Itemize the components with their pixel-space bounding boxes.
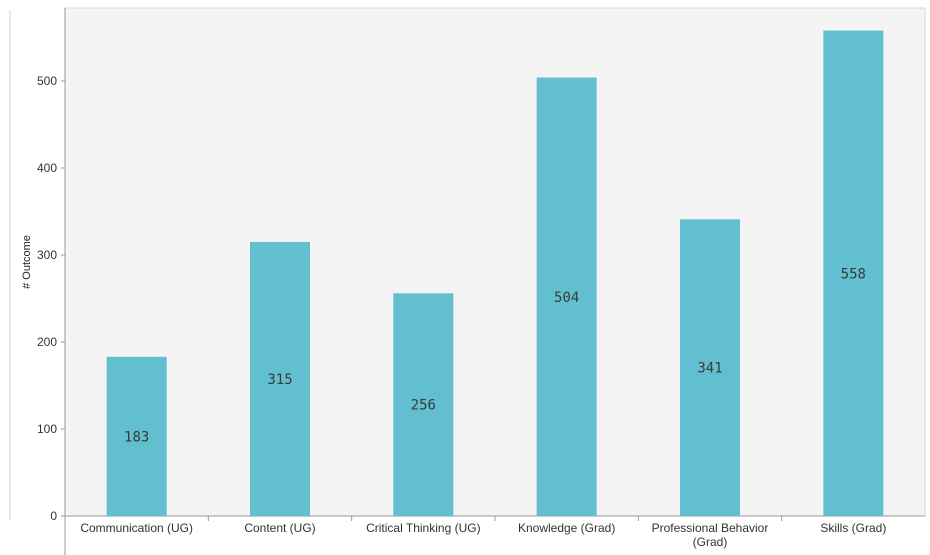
bar[interactable] (106, 356, 167, 516)
bar-value-label: 341 (697, 361, 722, 377)
x-axis-ticks: Communication (UG) Content (UG) Critical T… (80, 516, 886, 549)
bar[interactable] (393, 293, 454, 516)
y-tick-label: 400 (37, 161, 57, 175)
bar-value-label: 256 (411, 398, 436, 414)
bar-value-label: 183 (124, 429, 149, 445)
y-tick-label: 100 (37, 422, 57, 436)
y-tick-label: 0 (50, 509, 57, 523)
bar-labels-group: 183 315 256 504 341 558 (124, 266, 866, 445)
y-tick-label: 300 (37, 248, 57, 262)
bar-value-label: 558 (841, 266, 866, 282)
bar[interactable] (823, 30, 884, 516)
x-tick-label: Professional Behavior (Grad) (652, 521, 769, 549)
x-tick-label: Skills (Grad) (820, 521, 886, 535)
x-tick-label: Critical Thinking (UG) (366, 521, 480, 535)
bar-value-label: 315 (267, 372, 292, 388)
plot-area (64, 7, 926, 517)
bar[interactable] (250, 241, 310, 516)
bars-group (106, 30, 884, 517)
x-tick-label: Content (UG) (244, 521, 315, 535)
bar[interactable] (680, 219, 740, 516)
x-tick-label: Communication (UG) (80, 521, 193, 535)
bar-value-label: 504 (554, 290, 579, 306)
y-tick-label: 500 (37, 74, 57, 88)
x-tick-label: Knowledge (Grad) (518, 521, 615, 535)
bar[interactable] (536, 77, 597, 517)
y-axis-title: # Outcome (21, 235, 33, 289)
y-axis-ticks: 0 100 200 300 400 500 (37, 74, 65, 523)
y-tick-label: 200 (37, 335, 57, 349)
